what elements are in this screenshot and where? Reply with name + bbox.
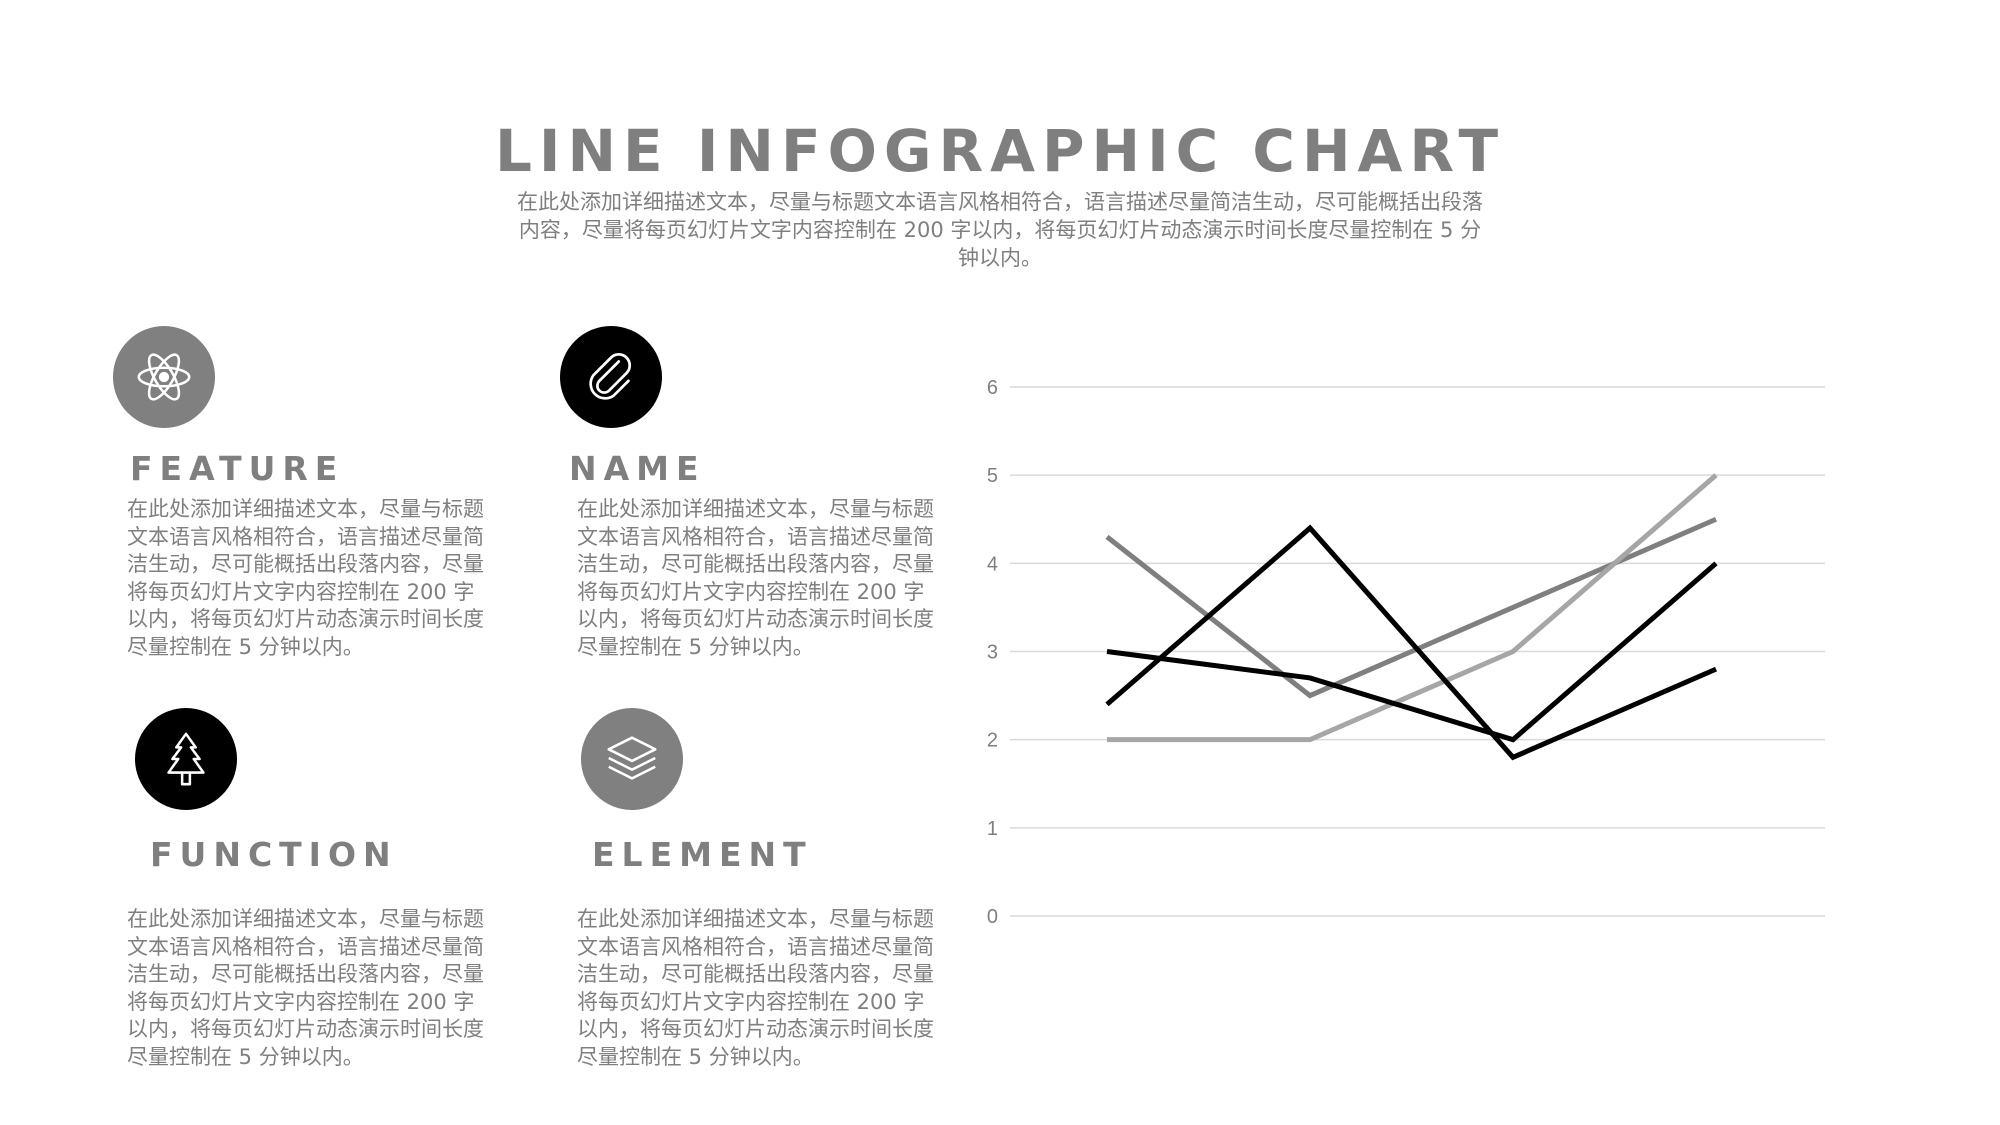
y-tick-label: 5: [987, 465, 998, 487]
function-icon-circle: [135, 708, 237, 810]
y-tick-label: 6: [987, 377, 998, 399]
element-icon-circle: [581, 708, 683, 810]
page-title: LINE INFOGRAPHIC CHART: [494, 117, 1506, 185]
y-tick-label: 2: [987, 730, 998, 752]
line-chart: 0 1 2 3 4 5 6: [987, 377, 1825, 928]
name-heading: NAME: [569, 449, 706, 488]
feature-icon-circle: [113, 326, 215, 428]
page-subtitle: 在此处添加详细描述文本，尽量与标题文本语言风格相符合，语言描述尽量简洁生动，尽可…: [517, 190, 1483, 270]
feature-description: 在此处添加详细描述文本，尽量与标题文本语言风格相符合，语言描述尽量简洁生动，尽可…: [127, 497, 484, 659]
layers-icon: [607, 736, 657, 780]
y-tick-label: 0: [987, 906, 998, 928]
y-tick-label: 3: [987, 642, 998, 664]
element-description: 在此处添加详细描述文本，尽量与标题文本语言风格相符合，语言描述尽量简洁生动，尽可…: [577, 907, 934, 1069]
name-description: 在此处添加详细描述文本，尽量与标题文本语言风格相符合，语言描述尽量简洁生动，尽可…: [577, 497, 934, 659]
element-heading: ELEMENT: [592, 835, 813, 874]
y-tick-label: 4: [987, 553, 998, 575]
series-line-4: [1106, 561, 1718, 743]
series-line-2: [1107, 473, 1718, 743]
series-line-3: [1105, 524, 1717, 761]
y-tick-label: 1: [987, 818, 998, 840]
atom-icon: [137, 353, 191, 401]
function-description: 在此处添加详细描述文本，尽量与标题文本语言风格相符合，语言描述尽量简洁生动，尽可…: [127, 907, 484, 1069]
function-heading: FUNCTION: [150, 835, 398, 874]
tree-icon: [167, 732, 205, 786]
series-line-1: [1105, 516, 1717, 699]
name-icon-circle: [560, 326, 662, 428]
feature-heading: FEATURE: [130, 449, 345, 488]
paperclip-icon: [589, 353, 632, 400]
